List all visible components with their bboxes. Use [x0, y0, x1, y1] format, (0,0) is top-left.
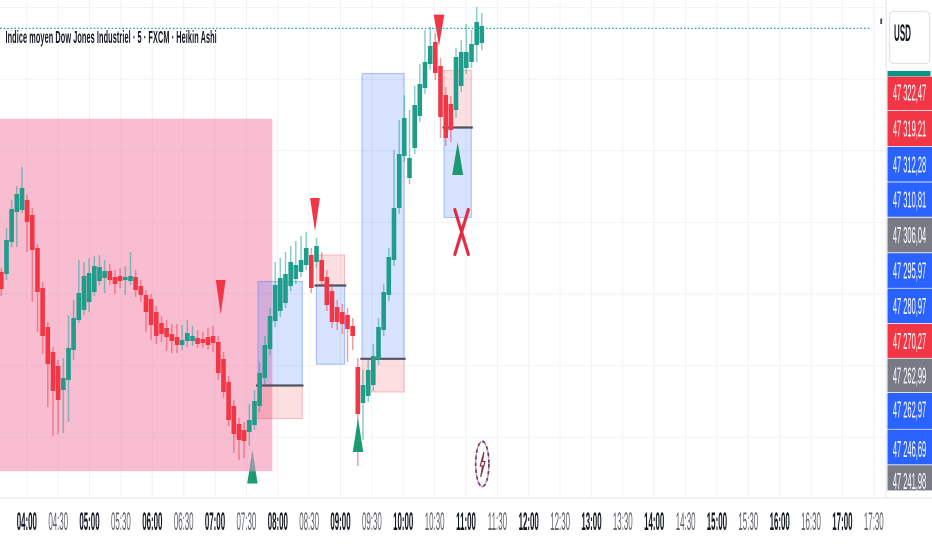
svg-text:47 312,28: 47 312,28	[893, 151, 926, 178]
svg-text:10:30: 10:30	[425, 507, 445, 535]
svg-text:USD: USD	[894, 19, 911, 46]
svg-text:08:00: 08:00	[268, 507, 288, 535]
svg-text:10:00: 10:00	[393, 507, 413, 535]
svg-text:47 241,98: 47 241,98	[893, 467, 926, 494]
svg-text:15:30: 15:30	[738, 507, 758, 535]
svg-text:47 262,97: 47 262,97	[893, 396, 926, 423]
svg-text:09:00: 09:00	[330, 507, 350, 535]
svg-text:04:00: 04:00	[17, 507, 37, 535]
svg-text:07:00: 07:00	[205, 507, 225, 535]
svg-text:15:00: 15:00	[707, 507, 727, 535]
svg-text:13:00: 13:00	[581, 507, 601, 535]
svg-text:47 280,97: 47 280,97	[893, 293, 926, 320]
svg-text:47 310,81: 47 310,81	[893, 186, 926, 213]
svg-text:05:30: 05:30	[111, 507, 131, 535]
svg-text:14:00: 14:00	[644, 507, 664, 535]
svg-text:04:30: 04:30	[48, 507, 68, 535]
svg-text:09:30: 09:30	[362, 507, 382, 535]
svg-text:17:00: 17:00	[832, 507, 852, 535]
svg-text:07:30: 07:30	[237, 507, 257, 535]
svg-text:11:30: 11:30	[488, 507, 507, 535]
svg-text:14:30: 14:30	[676, 507, 696, 535]
svg-text:11:00: 11:00	[456, 507, 476, 535]
svg-text:16:00: 16:00	[770, 507, 790, 535]
svg-text:47 319,21: 47 319,21	[893, 115, 926, 142]
svg-text:05:00: 05:00	[79, 507, 99, 535]
svg-text:47 322,47: 47 322,47	[893, 79, 926, 106]
svg-text:47 295,97: 47 295,97	[893, 257, 926, 284]
svg-text:47 246,69: 47 246,69	[893, 436, 926, 463]
svg-text:47 270,27: 47 270,27	[893, 328, 926, 355]
svg-text:06:00: 06:00	[142, 507, 162, 535]
svg-text:12:30: 12:30	[550, 507, 570, 535]
svg-text:08:30: 08:30	[299, 507, 319, 535]
svg-text:06:30: 06:30	[174, 507, 194, 535]
svg-text:17:30: 17:30	[864, 507, 884, 535]
svg-text:13:30: 13:30	[613, 507, 633, 535]
svg-text:47 306,04: 47 306,04	[893, 222, 927, 249]
svg-text:12:00: 12:00	[519, 507, 539, 535]
svg-text:47 262,99: 47 262,99	[893, 362, 926, 389]
svg-text:Indice moyen Dow Jones Industr: Indice moyen Dow Jones Industriel · 5 · …	[6, 27, 217, 47]
svg-text:16:30: 16:30	[801, 507, 821, 535]
